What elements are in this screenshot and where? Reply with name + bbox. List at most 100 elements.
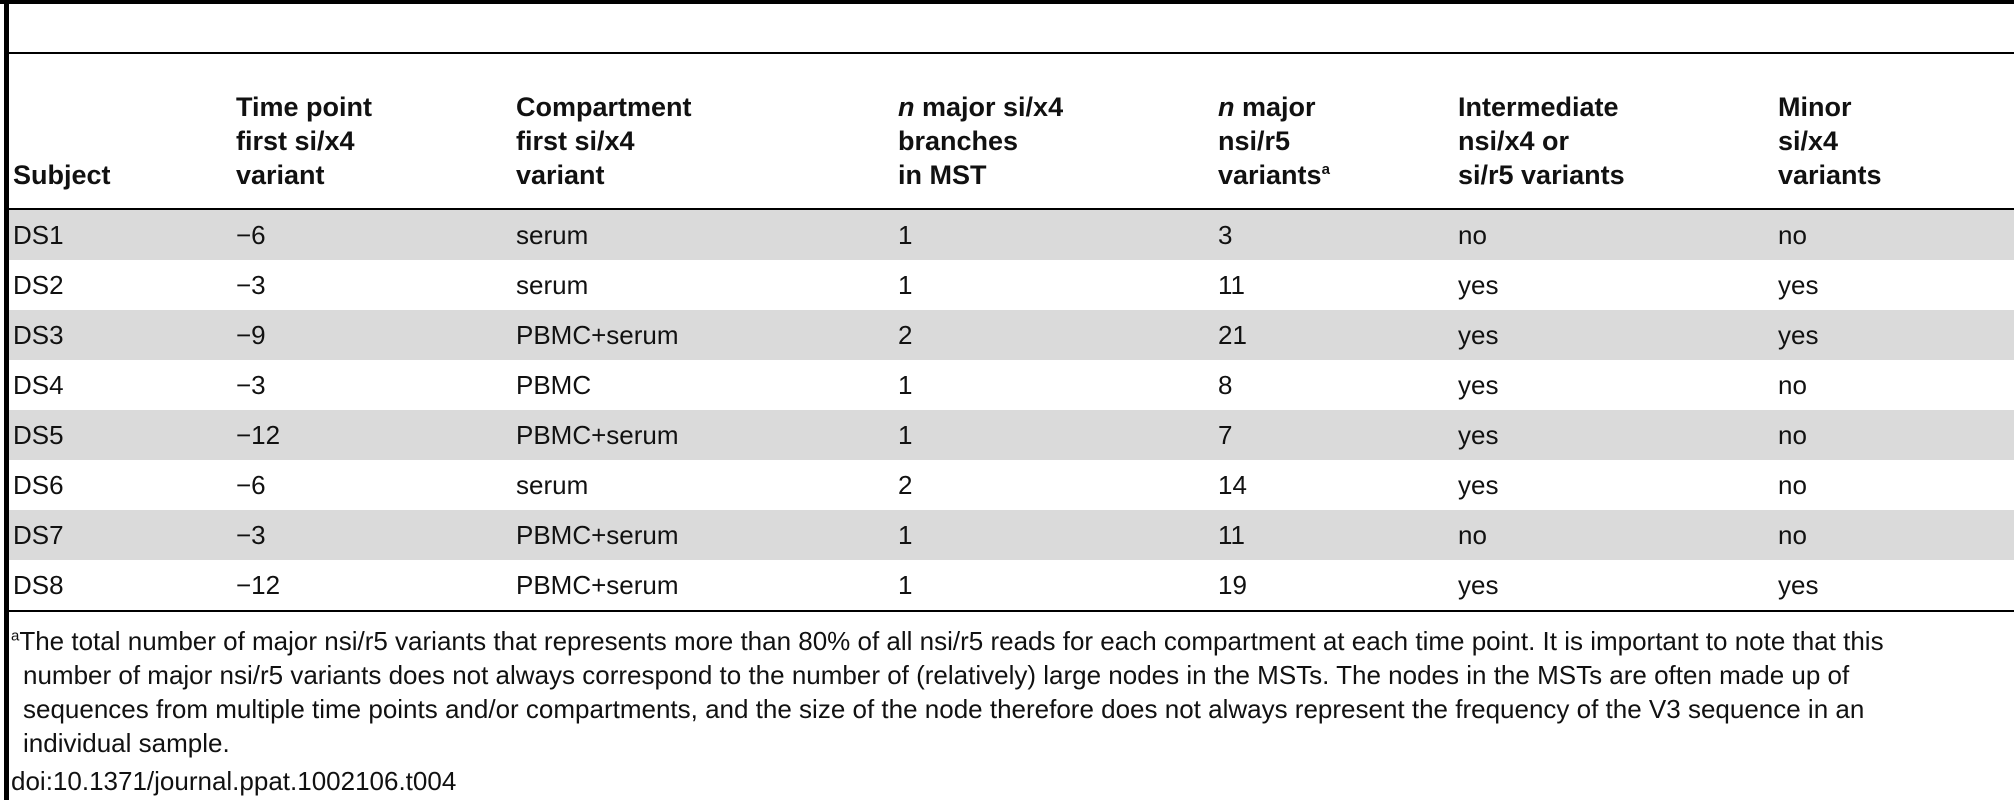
- table-cell: serum: [516, 469, 589, 500]
- table-row: DS1 −6 serum 1 3 no no: [9, 209, 2014, 260]
- header-row: Subject Time point first si/x4 variant Compa…: [9, 52, 2014, 210]
- table-container: Subject Time point first si/x4 variant Compa…: [9, 52, 2014, 612]
- table-cell: −9: [232, 310, 512, 360]
- column-header: Subject: [9, 52, 232, 210]
- header-italic-symbol: n: [898, 92, 915, 122]
- footnote-text: individual sample.: [23, 728, 230, 758]
- header-line: Subject: [13, 160, 111, 190]
- header-line: Time point: [236, 92, 373, 122]
- table-row: DS4 −3 PBMC 1 8 yes no: [9, 360, 2014, 410]
- table-cell: DS7: [9, 510, 232, 560]
- table-cell: 1: [894, 510, 1214, 560]
- header-line: si/r5 variants: [1458, 160, 1625, 190]
- header-line: Compartment: [516, 92, 692, 122]
- table-cell: 1: [894, 410, 1214, 460]
- table-cell: no: [1778, 469, 1807, 500]
- table-cell: DS3: [9, 310, 232, 360]
- table-cell: PBMC+serum: [512, 510, 894, 560]
- footnote-line: aThe total number of major nsi/r5 varian…: [11, 624, 2011, 658]
- footnote-line: sequences from multiple time points and/…: [11, 692, 2011, 726]
- table-cell: no: [1454, 209, 1774, 260]
- table-cell: no: [1774, 410, 2014, 460]
- table-cell: 7: [1214, 410, 1454, 460]
- header-line: branches: [898, 126, 1019, 156]
- table-cell: 2: [898, 469, 913, 500]
- table-cell: 1: [894, 209, 1214, 260]
- table-cell: 11: [1214, 510, 1454, 560]
- footnote-text: number of major nsi/r5 variants does not…: [23, 660, 1850, 690]
- header-line: variants: [1778, 160, 1882, 190]
- header-line: nsi/r5: [1218, 126, 1291, 156]
- table-cell: PBMC+serum: [512, 560, 894, 612]
- table-cell: 21: [1214, 310, 1454, 360]
- table-cell: 11: [1218, 269, 1245, 300]
- table-cell: 3: [1214, 209, 1454, 260]
- table-cell: yes: [1454, 310, 1774, 360]
- column-header: Time point first si/x4 variant: [232, 52, 512, 210]
- header-line: variant: [516, 160, 605, 190]
- table-cell: yes: [1458, 269, 1499, 300]
- column-header: Intermediate nsi/x4 or si/r5 variants: [1454, 52, 1774, 210]
- footnote-text: The total number of major nsi/r5 variant…: [19, 626, 1884, 656]
- doi-label: doi:10.1371/journal.ppat.1002106.t004: [11, 766, 457, 796]
- table-cell: no: [1774, 209, 2014, 260]
- table-cell: DS4: [13, 369, 64, 400]
- table-cell: yes: [1458, 369, 1499, 400]
- header-italic-symbol: n: [1218, 92, 1235, 122]
- table-cell: no: [1774, 510, 2014, 560]
- header-line: major: [1234, 92, 1316, 122]
- table-cell: 1: [894, 560, 1214, 612]
- table-cell: no: [1454, 510, 1774, 560]
- header-line: si/x4: [1778, 126, 1839, 156]
- footnote-marker: a: [11, 627, 20, 645]
- table-cell: yes: [1774, 560, 2014, 612]
- table-cell: DS1: [9, 209, 232, 260]
- table-cell: 14: [1218, 469, 1247, 500]
- table-cell: DS8: [9, 560, 232, 612]
- left-rule: [4, 0, 9, 800]
- table-cell: no: [1778, 369, 1807, 400]
- table-row: DS6 −6 serum 2 14 yes no: [9, 460, 2014, 510]
- footnote-text: sequences from multiple time points and/…: [23, 694, 1865, 724]
- header-line: major si/x4: [914, 92, 1064, 122]
- header-line: variant: [236, 160, 325, 190]
- column-header: Compartment first si/x4 variant: [512, 52, 894, 210]
- table-cell: −3: [232, 510, 512, 560]
- table-row: DS7 −3 PBMC+serum 1 11 no no: [9, 510, 2014, 560]
- table-cell: PBMC: [516, 369, 592, 400]
- table-cell: DS5: [9, 410, 232, 460]
- table-cell: −3: [236, 269, 266, 300]
- header-line: first si/x4: [236, 126, 355, 156]
- table-footnote: aThe total number of major nsi/r5 varian…: [11, 624, 2011, 760]
- header-line: Intermediate: [1458, 92, 1619, 122]
- footnote-line: number of major nsi/r5 variants does not…: [11, 658, 2011, 692]
- table-cell: DS2: [13, 269, 64, 300]
- table-row: DS2 −3 serum 1 11 yes yes: [9, 260, 2014, 310]
- table-cell: −12: [232, 560, 512, 612]
- header-line: in MST: [898, 160, 987, 190]
- table-cell: 8: [1218, 369, 1233, 400]
- header-line: variants: [1218, 160, 1322, 190]
- table-cell: 19: [1214, 560, 1454, 612]
- column-header: n major nsi/r5 variantsa: [1214, 52, 1454, 210]
- header-line: nsi/x4 or: [1458, 126, 1570, 156]
- table-cell: −3: [236, 369, 266, 400]
- table-cell: yes: [1774, 310, 2014, 360]
- table-row: DS8 −12 PBMC+serum 1 19 yes yes: [9, 560, 2014, 612]
- table-cell: PBMC+serum: [512, 310, 894, 360]
- table-cell: PBMC+serum: [512, 410, 894, 460]
- table-cell: −12: [232, 410, 512, 460]
- table-row: DS3 −9 PBMC+serum 2 21 yes yes: [9, 310, 2014, 360]
- table-cell: 1: [898, 369, 913, 400]
- table-cell: yes: [1458, 469, 1499, 500]
- top-rule: [0, 0, 2014, 4]
- table-body: DS1 −6 serum 1 3 no no DS2 −3 serum 1 11 yes yes DS3 −9…: [9, 209, 2014, 612]
- table-cell: 2: [894, 310, 1214, 360]
- footnote-marker: a: [1321, 161, 1330, 178]
- table-cell: serum: [516, 269, 589, 300]
- table-cell: 1: [898, 269, 913, 300]
- table-cell: yes: [1778, 269, 1819, 300]
- table-cell: −6: [236, 469, 266, 500]
- table-cell: serum: [512, 209, 894, 260]
